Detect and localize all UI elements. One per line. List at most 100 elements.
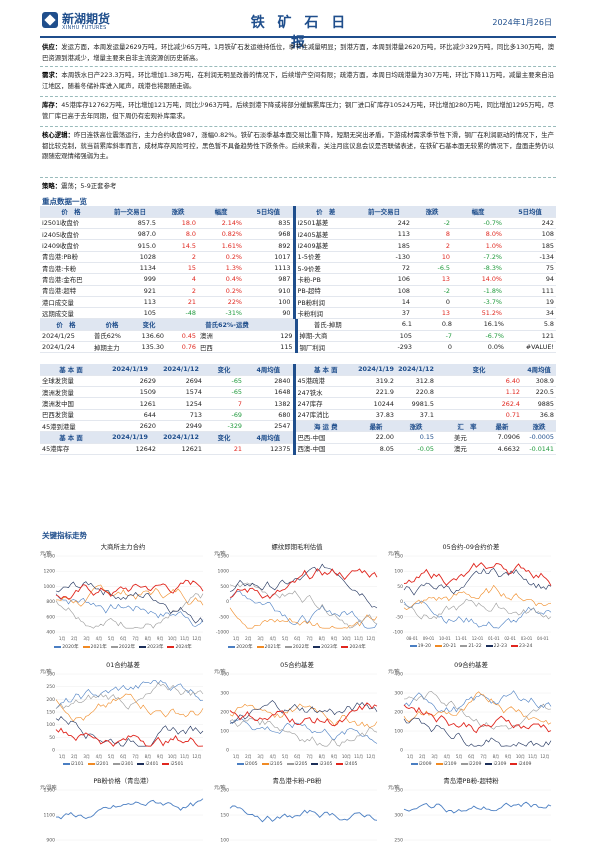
legend-item: 23-24 [511, 644, 532, 649]
table-cell: 14 [356, 296, 412, 309]
table-cell: 1113 [244, 262, 296, 275]
summary-text: 本周铁水日产223.3万吨，环比增加1.38万吨，在利润无明显改善的情况下，后续… [42, 71, 555, 90]
column-header: 价格 [92, 319, 132, 331]
table-cell: 2024/1/24 [40, 341, 92, 354]
legend-swatch [162, 762, 170, 765]
column-header: 汇 率 [452, 420, 482, 433]
x-tick-label: 04-01 [537, 636, 549, 641]
x-tick-label: 3月 [257, 754, 264, 759]
x-tick-label: 6月 [120, 754, 127, 759]
table-cell: 2 [412, 239, 452, 252]
x-tick-label: 4月 [96, 636, 103, 641]
legend-label: 2021年 [90, 645, 107, 650]
series-line [56, 584, 204, 607]
legend-swatch [54, 645, 62, 648]
x-tick-label: 2月 [71, 754, 78, 759]
table-cell: 1.0% [452, 239, 504, 252]
table-cell: -0.0141 [522, 443, 556, 455]
table-cell: 75 [504, 262, 556, 275]
legend-label: i2101 [70, 762, 84, 767]
table-cell: 远期成交量 [40, 307, 102, 320]
table-cell: 94 [504, 273, 556, 286]
legend-label: 2024年 [175, 645, 192, 650]
column-header: 6.1 [358, 319, 414, 331]
table-cell: 987.0 [102, 228, 158, 241]
legend-item: i2301 [112, 762, 133, 767]
x-tick-label: 6月 [468, 754, 475, 759]
y-tick-label: 50 [49, 735, 55, 741]
series-line [403, 584, 552, 610]
table-cell: 12375 [244, 443, 296, 455]
table-cell: 136.60 [132, 330, 166, 343]
table-cell: 0.76 [166, 341, 198, 354]
x-tick-label: 11月 [528, 754, 537, 759]
table-cell: -1.8% [452, 285, 504, 297]
report-title: 铁 矿 石 日 报 [250, 15, 350, 51]
legend-item: 20-21 [434, 644, 456, 649]
chart-unit: 元/湿吨 [40, 785, 57, 791]
table-cell: i2409基差 [294, 239, 356, 252]
table-row: 全球发货量 2629 2694 -65 2840 45港疏港 319.2 312.8 6.40 3… [40, 375, 556, 388]
legend-label: 2020年 [62, 645, 79, 650]
table-row: 澳洲发中国 1261 1254 7 1382 247库存 10244 9981.5 262.4 9… [40, 397, 556, 410]
legend-swatch [284, 645, 292, 648]
summary-label: 核心逻辑： [42, 131, 74, 139]
series-line [55, 593, 204, 629]
table-header-row: 基 本 面 2024/1/19 2024/1/12 变化 4周均值 巴西-中国 22.00 0… [40, 431, 556, 444]
x-tick-label: 8月 [145, 754, 152, 759]
table-cell: 968 [244, 228, 296, 241]
chart-title: 螺纹即期毛利估值 [271, 543, 323, 551]
table-cell: 青岛港:金布巴 [40, 273, 102, 286]
chart-plot: 1400 1200 1000 800 600 400 1月 2月 3月 4月 5月 6月 7月 8月 9月 1… [44, 554, 204, 641]
legend-item: 2022年 [284, 645, 309, 650]
table-cell: 135.30 [132, 341, 166, 354]
x-tick-label: 1月 [407, 754, 414, 759]
x-tick-label: 3月 [83, 636, 90, 641]
series-line [229, 590, 378, 629]
legend-item: 19-20 [409, 644, 431, 649]
table-cell: 0.45 [166, 330, 198, 343]
y-tick-label: 250 [394, 838, 403, 842]
y-tick-label: 900 [46, 838, 55, 842]
series-line [229, 568, 378, 599]
x-tick-label: 5月 [282, 636, 289, 641]
series-line [55, 682, 204, 710]
table-cell: 青岛港:超特 [40, 285, 102, 297]
y-tick-label: 300 [394, 813, 403, 819]
x-tick-label: 8月 [145, 636, 152, 641]
table-cell: 37.83 [356, 409, 396, 421]
table-cell: 2547 [244, 420, 296, 433]
x-tick-label: 10-01 [439, 636, 451, 641]
column-header: 5日均值 [504, 206, 556, 218]
x-tick-label: 3月 [83, 754, 90, 759]
legend-label: 23-24 [519, 644, 533, 649]
legend-swatch [409, 644, 417, 647]
indicator-chart: 青岛港卡粉-PB粉 元/吨 200 150 100 [214, 776, 380, 842]
indicator-chart: 09合约基差 元/吨 400 300 200 100 0 1月 2月 3月 4月 5月 6月 7月 8月 9月… [388, 660, 554, 774]
strategy-text: 震荡；5-9正套参考 [61, 182, 117, 190]
chart-plot: 400 300 200 100 0 1月 2月 3月 4月 5月 6月 7月 8月 9月 10月 11月 12月 [394, 672, 552, 759]
legend-item: 2020年 [228, 645, 253, 650]
column-header [256, 319, 298, 331]
y-tick-label: 100 [46, 722, 55, 728]
y-tick-label: 150 [394, 554, 403, 560]
table-row: 巴西发货量 644 713 -69 680 247库消比 37.83 37.1 0.71 36.8 [40, 409, 556, 421]
x-tick-label: 2月 [71, 636, 78, 641]
divider [40, 96, 556, 97]
y-tick-label: 100 [220, 729, 229, 735]
legend-swatch [313, 645, 321, 648]
table-cell: 185 [356, 239, 412, 252]
y-tick-label: 1200 [44, 569, 56, 575]
legend-label: i2501 [170, 762, 184, 767]
summary-text: 45港库存12762万吨，环比增加121万吨，同比少963万吨，后续到港下降或将… [42, 101, 554, 120]
legend-item: i2105 [261, 762, 283, 767]
x-tick-label: 10月 [168, 754, 177, 759]
table-cell: 1.3% [198, 262, 244, 275]
y-tick-label: 200 [46, 697, 55, 703]
table-cell: 澳洲 [198, 330, 256, 343]
table-row: 青岛港:PB粉 1028 2 0.2% 1017 1-5价差 -130 10 -7.2% -134 [40, 251, 556, 263]
table-cell: 0.4% [198, 273, 244, 286]
y-tick-label: 150 [46, 710, 55, 716]
series-line [403, 600, 552, 629]
table-cell: 121 [506, 330, 556, 343]
